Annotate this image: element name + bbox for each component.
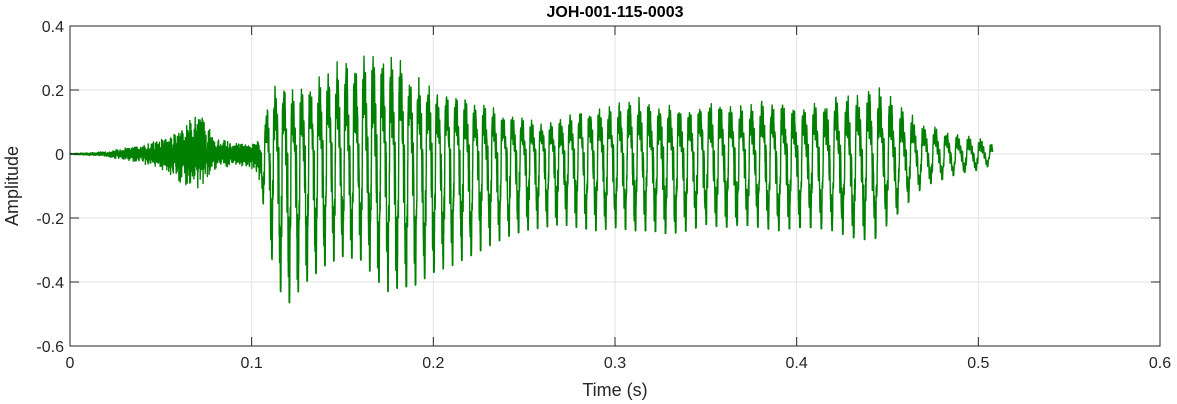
y-axis-label: Amplitude [2, 146, 22, 226]
x-axis-ticks: 0 0.1 0.2 0.3 0.4 0.5 0.6 [66, 26, 1171, 372]
x-tick-label: 0 [66, 355, 75, 372]
x-tick-label: 0.2 [422, 355, 444, 372]
y-axis-ticks: -0.6 -0.4 -0.2 0 0.2 0.4 [36, 19, 1160, 356]
plot-area [69, 55, 994, 304]
chart-title: JOH-001-115-0003 [547, 4, 684, 21]
x-tick-label: 0.4 [786, 355, 808, 372]
y-tick-label: 0.2 [42, 83, 64, 100]
y-tick-label: 0.4 [42, 19, 64, 36]
x-tick-label: 0.1 [241, 355, 263, 372]
y-tick-label: -0.2 [36, 211, 64, 228]
x-axis-label: Time (s) [582, 380, 647, 400]
x-tick-label: 0.5 [967, 355, 989, 372]
x-tick-label: 0.6 [1149, 355, 1171, 372]
y-tick-label: -0.4 [36, 275, 64, 292]
y-tick-label: 0 [55, 147, 64, 164]
x-tick-label: 0.3 [604, 355, 626, 372]
waveform-series-line [69, 55, 994, 304]
y-tick-label: -0.6 [36, 339, 64, 356]
